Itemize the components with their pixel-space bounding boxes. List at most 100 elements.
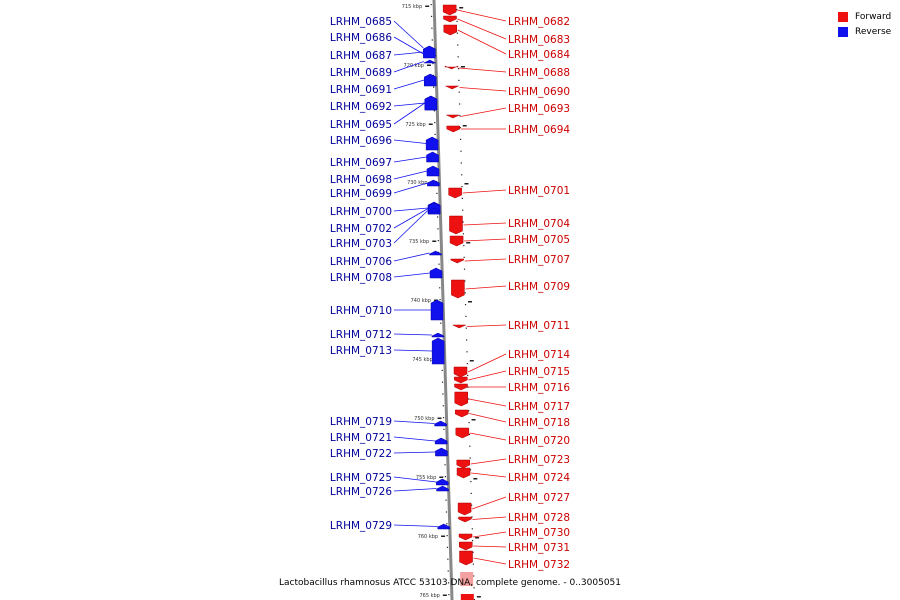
reverse-gene-feature[interactable] xyxy=(435,447,448,457)
forward-gene-label[interactable]: LRHM_0727 xyxy=(508,492,570,504)
reverse-gene-feature[interactable] xyxy=(425,136,439,151)
forward-gene-label[interactable]: LRHM_0684 xyxy=(508,49,570,61)
forward-gene-feature[interactable] xyxy=(455,427,470,439)
forward-gene-feature[interactable] xyxy=(444,65,459,70)
reverse-gene-label[interactable]: LRHM_0691 xyxy=(330,84,392,96)
reverse-gene-label[interactable]: LRHM_0722 xyxy=(330,448,392,460)
forward-gene-label[interactable]: LRHM_0709 xyxy=(508,281,570,293)
reverse-gene-feature[interactable] xyxy=(423,59,436,64)
forward-gene-feature[interactable] xyxy=(456,467,471,479)
forward-gene-label[interactable]: LRHM_0701 xyxy=(508,185,570,197)
reverse-gene-label[interactable]: LRHM_0686 xyxy=(330,32,392,44)
reverse-gene-feature[interactable] xyxy=(427,179,440,187)
reverse-gene-label[interactable]: LRHM_0708 xyxy=(330,272,392,284)
forward-gene-label[interactable]: LRHM_0730 xyxy=(508,527,570,539)
reverse-gene-feature[interactable] xyxy=(427,207,441,213)
forward-gene-feature[interactable] xyxy=(459,541,473,551)
forward-gene-label[interactable]: LRHM_0690 xyxy=(508,86,570,98)
forward-gene-label[interactable]: LRHM_0704 xyxy=(508,218,570,230)
forward-gene-feature[interactable] xyxy=(446,125,461,133)
forward-gene-feature[interactable] xyxy=(454,383,468,391)
reverse-gene-feature[interactable] xyxy=(429,250,442,256)
forward-gene-label[interactable]: LRHM_0718 xyxy=(508,417,570,429)
forward-gene-label[interactable]: LRHM_0723 xyxy=(508,454,570,466)
reverse-gene-feature[interactable] xyxy=(436,478,449,486)
reverse-gene-label[interactable]: LRHM_0729 xyxy=(330,520,392,532)
reverse-gene-label[interactable]: LRHM_0719 xyxy=(330,416,392,428)
forward-gene-label[interactable]: LRHM_0732 xyxy=(508,559,570,571)
reverse-gene-label[interactable]: LRHM_0696 xyxy=(330,135,392,147)
reverse-gene-feature[interactable] xyxy=(424,95,438,111)
forward-gene-feature[interactable] xyxy=(460,594,474,600)
forward-gene-label[interactable]: LRHM_0728 xyxy=(508,512,570,524)
forward-gene-feature[interactable] xyxy=(446,114,460,119)
forward-gene-feature[interactable] xyxy=(452,324,466,329)
reverse-gene-label[interactable]: LRHM_0726 xyxy=(330,486,392,498)
forward-gene-feature[interactable] xyxy=(458,533,473,541)
forward-gene-feature[interactable] xyxy=(451,279,465,299)
reverse-gene-feature[interactable] xyxy=(430,299,444,321)
forward-gene-feature[interactable] xyxy=(457,502,472,516)
forward-gene-feature[interactable] xyxy=(450,258,465,264)
forward-gene-feature[interactable] xyxy=(443,15,457,23)
forward-gene-feature[interactable] xyxy=(454,391,469,407)
forward-gene-feature[interactable] xyxy=(456,459,471,469)
forward-gene-feature[interactable] xyxy=(442,4,457,16)
forward-gene-feature[interactable] xyxy=(454,376,468,384)
forward-gene-feature[interactable] xyxy=(448,187,462,199)
forward-gene-label[interactable]: LRHM_0707 xyxy=(508,254,570,266)
forward-gene-label[interactable]: LRHM_0683 xyxy=(508,34,570,46)
reverse-gene-feature[interactable] xyxy=(437,523,450,530)
forward-gene-label[interactable]: LRHM_0711 xyxy=(508,320,570,332)
reverse-gene-label[interactable]: LRHM_0687 xyxy=(330,50,392,62)
reverse-gene-label[interactable]: LRHM_0698 xyxy=(330,174,392,186)
reverse-gene-feature[interactable] xyxy=(431,337,445,365)
forward-gene-label[interactable]: LRHM_0731 xyxy=(508,542,570,554)
forward-gene-feature[interactable] xyxy=(449,235,464,247)
forward-gene-feature[interactable] xyxy=(453,366,468,378)
reverse-gene-label[interactable]: LRHM_0700 xyxy=(330,206,392,218)
forward-gene-label[interactable]: LRHM_0715 xyxy=(508,366,570,378)
reverse-gene-feature[interactable] xyxy=(431,332,445,338)
forward-gene-label[interactable]: LRHM_0682 xyxy=(508,16,570,28)
forward-gene-feature[interactable] xyxy=(445,85,459,90)
forward-gene-label[interactable]: LRHM_0694 xyxy=(508,124,570,136)
forward-gene-label[interactable]: LRHM_0724 xyxy=(508,472,570,484)
reverse-gene-feature[interactable] xyxy=(423,45,436,59)
forward-gene-label[interactable]: LRHM_0688 xyxy=(508,67,570,79)
forward-gene-label[interactable]: LRHM_0717 xyxy=(508,401,570,413)
reverse-gene-label[interactable]: LRHM_0721 xyxy=(330,432,392,444)
reverse-gene-feature[interactable] xyxy=(426,165,440,177)
forward-gene-feature[interactable] xyxy=(458,516,472,523)
forward-gene-feature[interactable] xyxy=(455,409,469,418)
reverse-gene-label[interactable]: LRHM_0697 xyxy=(330,157,392,169)
reverse-gene-feature[interactable] xyxy=(423,73,437,87)
forward-gene-label[interactable]: LRHM_0693 xyxy=(508,103,570,115)
forward-gene-label[interactable]: LRHM_0720 xyxy=(508,435,570,447)
reverse-gene-label[interactable]: LRHM_0702 xyxy=(330,223,392,235)
forward-gene-label[interactable]: LRHM_0714 xyxy=(508,349,570,361)
minor-tick xyxy=(444,476,446,478)
reverse-gene-label[interactable]: LRHM_0710 xyxy=(330,305,392,317)
reverse-gene-label[interactable]: LRHM_0713 xyxy=(330,345,392,357)
forward-gene-label[interactable]: LRHM_0705 xyxy=(508,234,570,246)
reverse-gene-feature[interactable] xyxy=(434,437,448,445)
forward-gene-feature[interactable] xyxy=(449,215,463,235)
forward-gene-feature[interactable] xyxy=(460,572,474,586)
reverse-gene-label[interactable]: LRHM_0699 xyxy=(330,188,392,200)
reverse-gene-feature[interactable] xyxy=(426,151,439,163)
reverse-gene-label[interactable]: LRHM_0712 xyxy=(330,329,392,341)
reverse-gene-label[interactable]: LRHM_0689 xyxy=(330,67,392,79)
reverse-gene-label[interactable]: LRHM_0692 xyxy=(330,101,392,113)
reverse-gene-label[interactable]: LRHM_0725 xyxy=(330,472,392,484)
reverse-gene-label[interactable]: LRHM_0706 xyxy=(330,256,392,268)
reverse-gene-feature[interactable] xyxy=(436,485,449,492)
forward-gene-label[interactable]: LRHM_0716 xyxy=(508,382,570,394)
forward-gene-feature[interactable] xyxy=(443,24,457,36)
reverse-gene-label[interactable]: LRHM_0703 xyxy=(330,238,392,250)
reverse-gene-label[interactable]: LRHM_0685 xyxy=(330,16,392,28)
forward-gene-feature[interactable] xyxy=(459,550,473,566)
reverse-gene-feature[interactable] xyxy=(429,267,443,279)
reverse-gene-label[interactable]: LRHM_0695 xyxy=(330,119,392,131)
reverse-gene-feature[interactable] xyxy=(434,420,447,427)
